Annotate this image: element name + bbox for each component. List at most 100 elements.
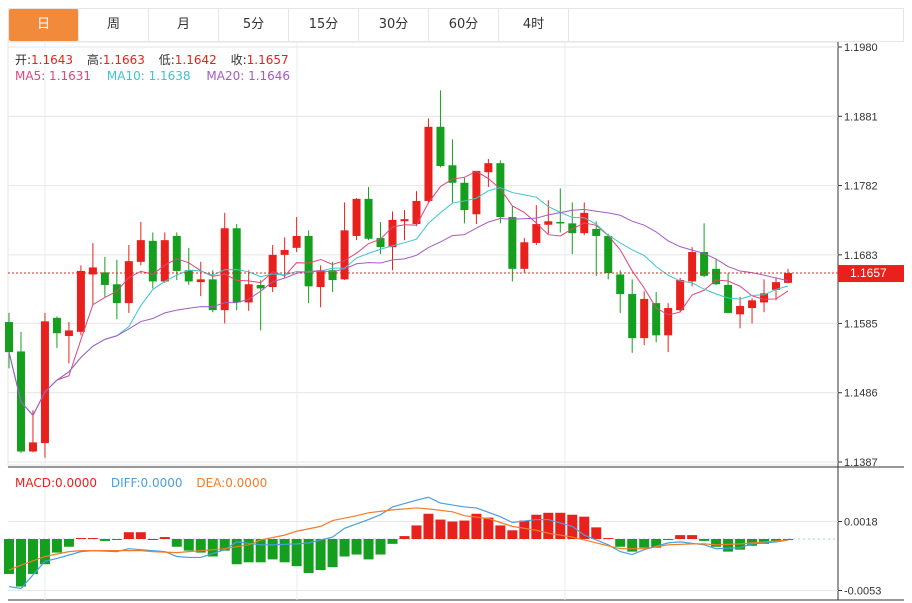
down-candle: [100, 272, 109, 285]
macd-bar-positive: [447, 521, 458, 539]
up-candle: [28, 442, 37, 452]
macd-bar-positive: [579, 516, 590, 539]
down-candle: [232, 228, 241, 303]
up-candle: [64, 330, 73, 337]
ma5-line: [8, 170, 789, 417]
tab-30min[interactable]: 30分: [359, 9, 429, 41]
down-candle: [148, 240, 157, 282]
macd-bar-negative: [723, 539, 734, 552]
period-tabs: 日 周 月 5分 15分 30分 60分 4时: [8, 8, 904, 42]
macd-value: MACD:0.0000: [15, 476, 98, 490]
macd-bar-negative: [195, 539, 206, 553]
down-candle: [172, 235, 181, 271]
tab-5min[interactable]: 5分: [219, 9, 289, 41]
down-candle: [448, 165, 457, 183]
macd-bar-negative: [171, 539, 182, 547]
up-candle: [520, 242, 529, 269]
down-candle: [616, 274, 625, 295]
macd-bar-positive: [555, 512, 566, 539]
up-candle: [292, 235, 301, 248]
down-candle: [364, 198, 373, 239]
macd-bar-negative: [291, 539, 302, 567]
up-candle: [244, 284, 253, 303]
high-label: 高:: [86, 53, 103, 67]
up-candle: [640, 298, 649, 339]
price-tick-label: 1.1585: [844, 318, 878, 330]
up-candle: [760, 293, 769, 303]
tab-4hour[interactable]: 4时: [499, 9, 569, 41]
up-candle: [748, 300, 757, 309]
open-value: 1.1643: [31, 53, 74, 67]
macd-bar-negative: [4, 539, 14, 574]
macd-bar-negative: [27, 539, 38, 574]
macd-bar-negative: [39, 539, 50, 565]
down-candle: [604, 235, 613, 274]
macd-bar-negative: [315, 539, 326, 571]
macd-bar-positive: [423, 513, 434, 539]
ma20-value: MA20: 1.1646: [206, 69, 291, 83]
macd-bar-positive: [675, 535, 686, 539]
macd-bar-positive: [483, 517, 494, 539]
macd-bar-positive: [399, 536, 410, 539]
dea-value: DEA:0.0000: [196, 476, 268, 490]
diff-line: [8, 496, 789, 590]
macd-bar-negative: [255, 539, 266, 563]
macd-bar-negative: [219, 539, 230, 551]
low-label: 低:: [158, 53, 175, 67]
up-candle: [544, 221, 553, 225]
macd-bar-negative: [303, 539, 314, 573]
tab-60min[interactable]: 60分: [429, 9, 499, 41]
macd-bar-negative: [207, 539, 218, 557]
up-candle: [388, 219, 397, 248]
up-candle: [688, 252, 697, 282]
open-label: 开:: [15, 53, 32, 67]
macd-bar-positive: [591, 527, 602, 539]
ma20-line: [8, 208, 789, 417]
macd-bar-negative: [387, 539, 398, 544]
close-label: 收:: [230, 53, 247, 67]
down-candle: [256, 284, 265, 289]
macd-bar-negative: [783, 539, 793, 540]
tab-15min[interactable]: 15分: [289, 9, 359, 41]
down-candle: [568, 223, 577, 234]
macd-bar-negative: [663, 539, 674, 540]
down-candle: [724, 284, 733, 313]
price-tick-label: 1.1683: [844, 250, 878, 262]
macd-bar-negative: [375, 539, 386, 555]
up-candle: [268, 254, 277, 288]
macd-bar-negative: [711, 539, 722, 547]
up-candle: [280, 249, 289, 255]
tab-week[interactable]: 周: [79, 9, 149, 41]
down-candle: [376, 238, 385, 248]
up-candle: [316, 270, 325, 288]
main-panel-frame: [7, 41, 839, 466]
ma-legend: MA5: 1.1631 MA10: 1.1638 MA20: 1.1646: [15, 69, 294, 83]
up-candle: [412, 200, 421, 225]
down-candle: [5, 322, 13, 353]
macd-bar-positive: [75, 538, 86, 540]
up-candle: [772, 282, 781, 290]
down-candle: [556, 221, 565, 224]
macd-bar-negative: [243, 539, 254, 563]
up-candle: [340, 230, 349, 280]
down-candle: [508, 217, 517, 269]
tab-day[interactable]: 日: [9, 9, 79, 41]
price-tick-label: 1.1980: [844, 42, 878, 54]
up-candle: [424, 126, 433, 201]
tab-month[interactable]: 月: [149, 9, 219, 41]
macd-bar-negative: [111, 539, 122, 540]
macd-bar-negative: [639, 539, 650, 548]
up-candle: [352, 198, 361, 236]
macd-bar-negative: [231, 539, 242, 565]
up-candle: [40, 321, 49, 444]
down-candle: [712, 268, 721, 285]
up-candle: [676, 280, 685, 311]
price-tick-label: 1.1782: [844, 181, 878, 193]
macd-bar-positive: [495, 525, 506, 539]
macd-bar-positive: [87, 538, 98, 540]
macd-bar-positive: [123, 532, 134, 539]
macd-bar-negative: [183, 539, 194, 551]
down-candle: [328, 270, 337, 281]
ma10-value: MA10: 1.1638: [106, 69, 191, 83]
